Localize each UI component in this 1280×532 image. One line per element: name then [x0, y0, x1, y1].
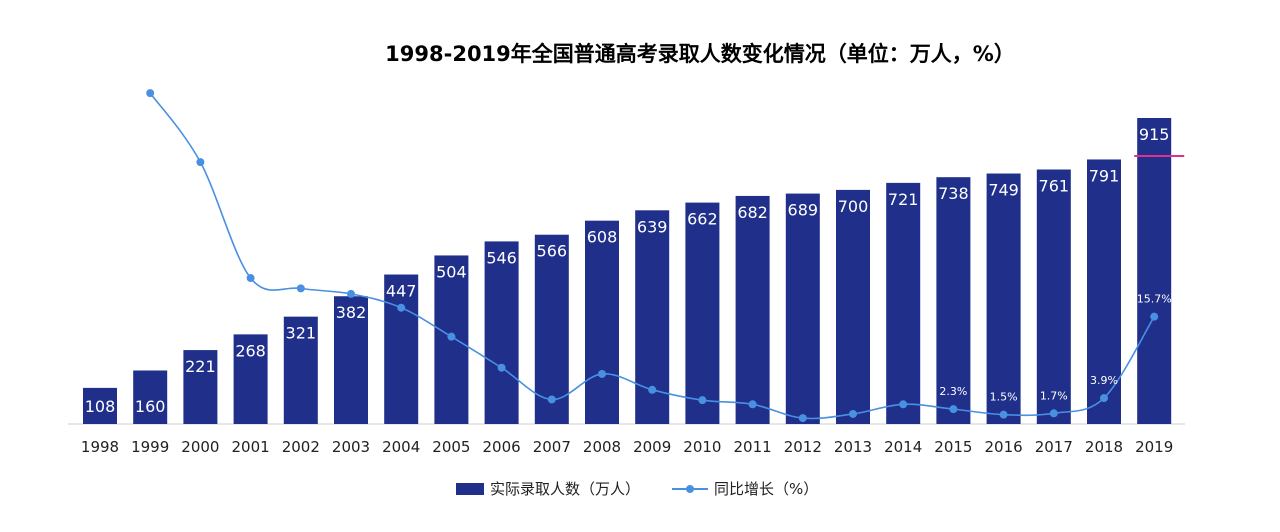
- growth-point-1999: [146, 89, 155, 98]
- x-tick-label-1999: 1999: [131, 438, 169, 456]
- bar-2010: [685, 202, 720, 424]
- bar-2000: [183, 350, 218, 424]
- growth-point-2005: [447, 332, 456, 341]
- growth-point-2008: [598, 369, 606, 378]
- bar-2003: [334, 296, 368, 424]
- growth-point-2013: [849, 409, 857, 418]
- bar-value-label-1998: 108: [85, 397, 116, 416]
- bar-value-label-2019: 915: [1139, 125, 1170, 144]
- x-tick-label-2008: 2008: [583, 438, 621, 456]
- bar-value-label-2008: 608: [587, 228, 618, 247]
- bar-1998: [83, 387, 117, 424]
- growth-label-2016: 1.5%: [990, 391, 1018, 404]
- x-tick-label-2015: 2015: [934, 438, 972, 456]
- bar-value-label-2010: 662: [687, 210, 718, 229]
- growth-point-2011: [748, 400, 757, 409]
- x-tick-label-2017: 2017: [1035, 438, 1073, 456]
- growth-point-2015: [949, 405, 958, 414]
- x-tick-label-2000: 2000: [181, 438, 219, 456]
- bar-2004: [384, 274, 419, 424]
- bar-1999: [133, 370, 168, 424]
- x-tick-label-2014: 2014: [884, 438, 922, 456]
- x-tick-label-1998: 1998: [81, 438, 119, 456]
- bar-2015: [936, 177, 971, 424]
- bar-2007: [534, 234, 569, 424]
- legend-bar-label: 实际录取人数（万人）: [490, 480, 641, 498]
- x-tick-label-2006: 2006: [483, 438, 521, 456]
- bar-2019: [1137, 118, 1172, 424]
- bar-2017: [1036, 169, 1071, 424]
- bar-value-label-2000: 221: [185, 357, 216, 376]
- growth-point-2019: [1150, 312, 1159, 321]
- x-tick-label-2004: 2004: [382, 438, 420, 456]
- growth-point-2001: [246, 274, 255, 283]
- growth-point-2009: [648, 385, 657, 394]
- bar-value-label-2013: 700: [838, 197, 869, 216]
- legend-bar-swatch: [456, 482, 484, 495]
- bar-2006: [484, 241, 519, 424]
- growth-point-2007: [547, 395, 556, 404]
- growth-label-2019: 15.7%: [1137, 293, 1172, 306]
- x-tick-label-2013: 2013: [834, 438, 872, 456]
- bar-value-label-2007: 566: [537, 242, 568, 261]
- bar-2012: [785, 193, 820, 424]
- bar-value-label-2012: 689: [788, 201, 819, 220]
- growth-point-2010: [698, 396, 707, 405]
- growth-point-2003: [347, 289, 355, 298]
- bar-value-label-1999: 160: [135, 397, 166, 416]
- x-tick-label-2002: 2002: [282, 438, 320, 456]
- bar-value-label-2006: 546: [486, 248, 517, 267]
- bar-2008: [585, 220, 619, 424]
- bar-2002: [283, 316, 318, 424]
- bar-value-label-2015: 738: [938, 184, 969, 203]
- bar-value-label-2011: 682: [737, 203, 768, 222]
- bar-value-label-2005: 504: [436, 262, 467, 281]
- growth-point-2017: [1049, 409, 1058, 418]
- growth-label-2018: 3.9%: [1090, 374, 1118, 387]
- x-tick-label-2007: 2007: [533, 438, 571, 456]
- bar-2014: [886, 182, 921, 424]
- bar-2011: [735, 195, 770, 424]
- growth-line: [149, 92, 1155, 420]
- x-tick-label-2009: 2009: [633, 438, 671, 456]
- bar-2013: [836, 189, 870, 424]
- x-tick-label-2018: 2018: [1085, 438, 1123, 456]
- x-tick-label-2005: 2005: [432, 438, 470, 456]
- x-tick-label-2003: 2003: [332, 438, 370, 456]
- growth-label-2015: 2.3%: [939, 385, 967, 398]
- growth-point-2012: [798, 414, 807, 423]
- legend-line-label: 同比增长（%）: [714, 480, 819, 498]
- growth-point-2006: [497, 363, 506, 372]
- x-tick-label-2010: 2010: [683, 438, 721, 456]
- growth-point-2000: [196, 158, 205, 167]
- growth-point-2004: [397, 303, 406, 312]
- growth-point-2014: [899, 400, 908, 409]
- legend-line-swatch: [672, 483, 709, 495]
- bar-2016: [986, 173, 1021, 424]
- chart-title: 1998-2019年全国普通高考录取人数变化情况（单位：万人，%）: [385, 42, 1015, 66]
- bar-2001: [233, 334, 268, 424]
- bar-value-label-2002: 321: [286, 324, 317, 343]
- x-tick-label-2001: 2001: [232, 438, 270, 456]
- bar-value-label-2018: 791: [1089, 166, 1120, 185]
- bar-2018: [1087, 159, 1121, 424]
- bar-value-label-2004: 447: [386, 282, 417, 301]
- growth-point-2018: [1100, 394, 1108, 403]
- growth-point-2016: [999, 410, 1008, 419]
- bar-value-label-2014: 721: [888, 190, 919, 209]
- growth-label-2017: 1.7%: [1040, 389, 1068, 402]
- bar-value-label-2003: 382: [336, 303, 367, 322]
- x-tick-label-2012: 2012: [784, 438, 822, 456]
- legend: 实际录取人数（万人） 同比增长（%）: [456, 478, 818, 499]
- bar-value-label-2016: 749: [988, 181, 1019, 200]
- growth-point-2002: [296, 284, 305, 293]
- bar-value-label-2017: 761: [1039, 177, 1070, 196]
- bar-value-label-2009: 639: [637, 217, 668, 236]
- x-tick-label-2011: 2011: [734, 438, 772, 456]
- bar-value-label-2001: 268: [235, 341, 266, 360]
- x-tick-label-2016: 2016: [985, 438, 1023, 456]
- x-tick-label-2019: 2019: [1135, 438, 1173, 456]
